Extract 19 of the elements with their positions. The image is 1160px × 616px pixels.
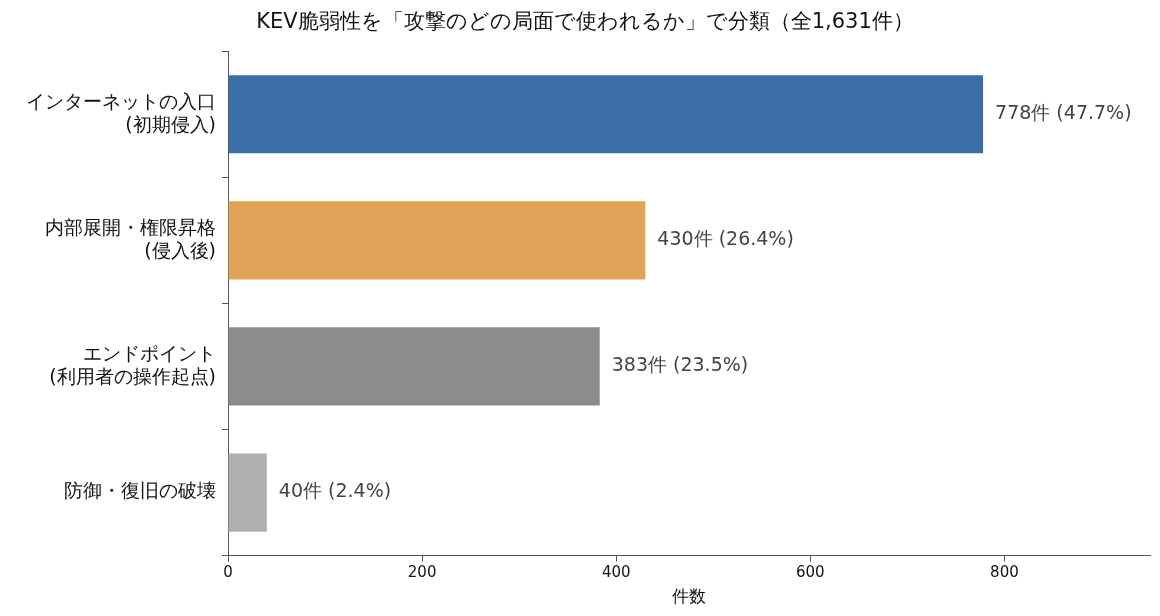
x-tick-label: 200 [407,563,437,582]
y-tick-label: 防御・復旧の破壊 [64,479,216,502]
bar [228,327,600,406]
data-label: 40件 (2.4%) [278,479,392,502]
data-label: 383件 (23.5%) [611,353,749,376]
chart-title: KEV脆弱性を「攻撃のどの局面で使われるか」で分類（全1,631件） [256,9,914,34]
data-label: 430件 (26.4%) [657,227,794,250]
x-tick-label: 0 [223,563,233,582]
data-label: 778件 (47.7%) [995,101,1132,124]
bar [228,453,267,532]
x-tick-label: 800 [990,563,1019,582]
y-tick-label: インターネットの入口 (初期侵入) [26,89,216,135]
bar [228,75,984,154]
x-tick-label: 400 [601,563,631,582]
x-axis-title: 件数 [672,586,706,607]
y-tick-label: 内部展開・権限昇格 (侵入後) [45,215,216,261]
x-tick-label: 600 [796,563,825,582]
y-tick-label: エンドポイント (利用者の操作起点) [49,341,216,387]
bar [228,201,646,280]
